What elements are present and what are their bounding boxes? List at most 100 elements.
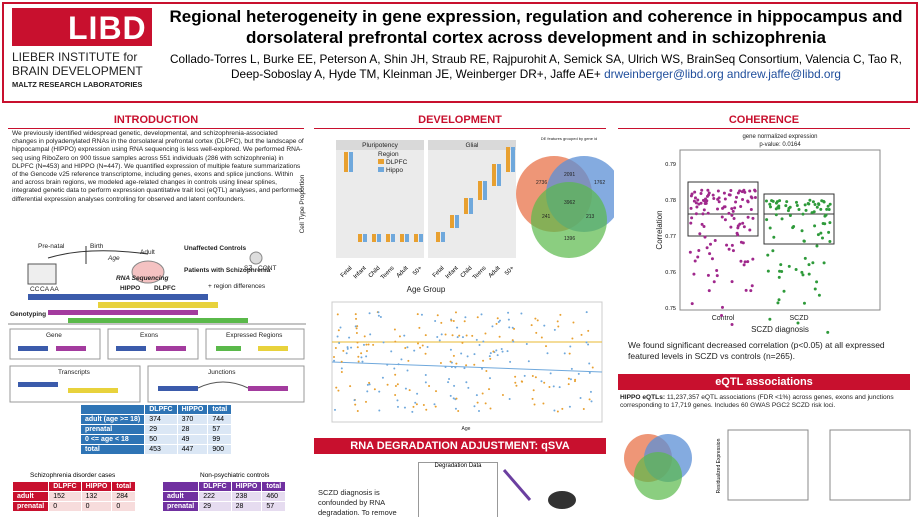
decor-point: [808, 198, 812, 202]
decor-point: [802, 239, 806, 243]
decor-point: [438, 339, 441, 342]
decor-point: [340, 360, 343, 363]
decor-point: [543, 324, 546, 327]
decor-point: [746, 260, 750, 264]
exon: [18, 382, 58, 387]
decor-point: [466, 355, 469, 358]
decor-point: [807, 272, 811, 276]
cell: 222: [198, 491, 232, 502]
decor-point: [540, 336, 543, 339]
decor-point: [465, 381, 468, 384]
decor-point: [489, 352, 492, 355]
row: prenatal 29 28 57: [161, 501, 287, 512]
decor-point: [694, 212, 698, 216]
decor-point: [826, 330, 830, 334]
decor-point: [495, 349, 498, 352]
decor-point: [509, 360, 512, 363]
decor-point: [476, 316, 479, 319]
decor-point: [579, 397, 582, 400]
decor-point: [477, 409, 480, 412]
decor-point: [748, 228, 752, 232]
label: CC: [30, 286, 40, 293]
decor-point: [822, 199, 826, 203]
decor-point: [496, 354, 499, 357]
label: Junctions: [208, 369, 236, 376]
decor-point: [744, 288, 748, 292]
decor-point: [514, 375, 517, 378]
decor-point: [751, 216, 755, 220]
decor-point: [585, 341, 588, 344]
label: DLPFC: [154, 285, 176, 292]
decor-point: [807, 263, 811, 267]
decor-point: [582, 407, 585, 410]
decor-point: [416, 313, 419, 316]
plot-title: gene normalized expression: [742, 134, 817, 140]
decor-box: [464, 198, 468, 214]
decor-point: [701, 212, 705, 216]
decor-box: [349, 152, 353, 172]
decor-point: [787, 264, 791, 268]
decor-point: [338, 341, 341, 344]
decor-point: [356, 346, 359, 349]
decor-point: [825, 207, 829, 211]
decor-point: [768, 202, 772, 206]
decor-point: [523, 374, 526, 377]
plot-area: [679, 149, 881, 311]
decor-point: [394, 384, 397, 387]
decor-point: [334, 346, 337, 349]
decor-point: [336, 335, 339, 338]
decor-point: [731, 209, 735, 213]
label: HIPPO: [120, 285, 140, 292]
header-cell: HIPPO: [80, 481, 113, 492]
decor-point: [703, 201, 707, 205]
sample-table: DLPFC HIPPO total adult (age >= 18) 374 370 74…: [79, 404, 233, 455]
decor-point: [706, 273, 710, 277]
y-tick-label: 0.76: [665, 270, 676, 276]
decor-point: [569, 345, 572, 348]
decor-point: [382, 341, 385, 344]
arrow: [47, 250, 149, 259]
decor-point: [444, 366, 447, 369]
venn-count: 1762: [594, 180, 605, 186]
decor-point: [397, 363, 400, 366]
label: CONT: [258, 265, 276, 272]
decor-point: [457, 410, 460, 413]
y-tick-label: 0.78: [665, 198, 676, 204]
legend-label: DLPFC: [386, 159, 408, 166]
venn-count: 2736: [536, 180, 547, 186]
decor-point: [339, 326, 342, 329]
decor-point: [585, 311, 588, 314]
decor-point: [449, 348, 452, 351]
cell: 28: [176, 424, 209, 435]
section-heading: COHERENCE: [618, 112, 910, 129]
decor-point: [508, 397, 511, 400]
decor-point: [817, 202, 821, 206]
brain-icon: [131, 260, 165, 284]
body: 11,237,357 eQTL associations (FDR <1%) a…: [620, 394, 894, 410]
label: Age: [107, 255, 120, 262]
decor-point: [780, 217, 784, 221]
decor-point: [530, 324, 533, 327]
decor-point: [801, 212, 805, 216]
decor-point: [428, 384, 431, 387]
arrow: [502, 469, 532, 501]
junction-arc: [197, 381, 249, 389]
cell: prenatal: [161, 501, 200, 512]
decor-point: [792, 225, 796, 229]
decor-point: [381, 376, 384, 379]
decor-point: [377, 314, 380, 317]
decor-point: [361, 360, 364, 363]
decor-point: [386, 383, 389, 386]
label: Patients with Schizophrenia: [184, 267, 271, 274]
x-tick-label: 50+: [412, 265, 424, 277]
decor-point: [713, 239, 717, 243]
decor-point: [802, 301, 806, 305]
venn-count: 2091: [564, 172, 575, 178]
cell: 50: [144, 434, 178, 445]
decor-point: [484, 402, 487, 405]
decor-point: [350, 346, 353, 349]
decor-point: [534, 376, 537, 379]
decor-point: [436, 314, 439, 317]
decor-point: [482, 340, 485, 343]
title: Regional heterogeneity in gene expressio…: [169, 7, 903, 47]
